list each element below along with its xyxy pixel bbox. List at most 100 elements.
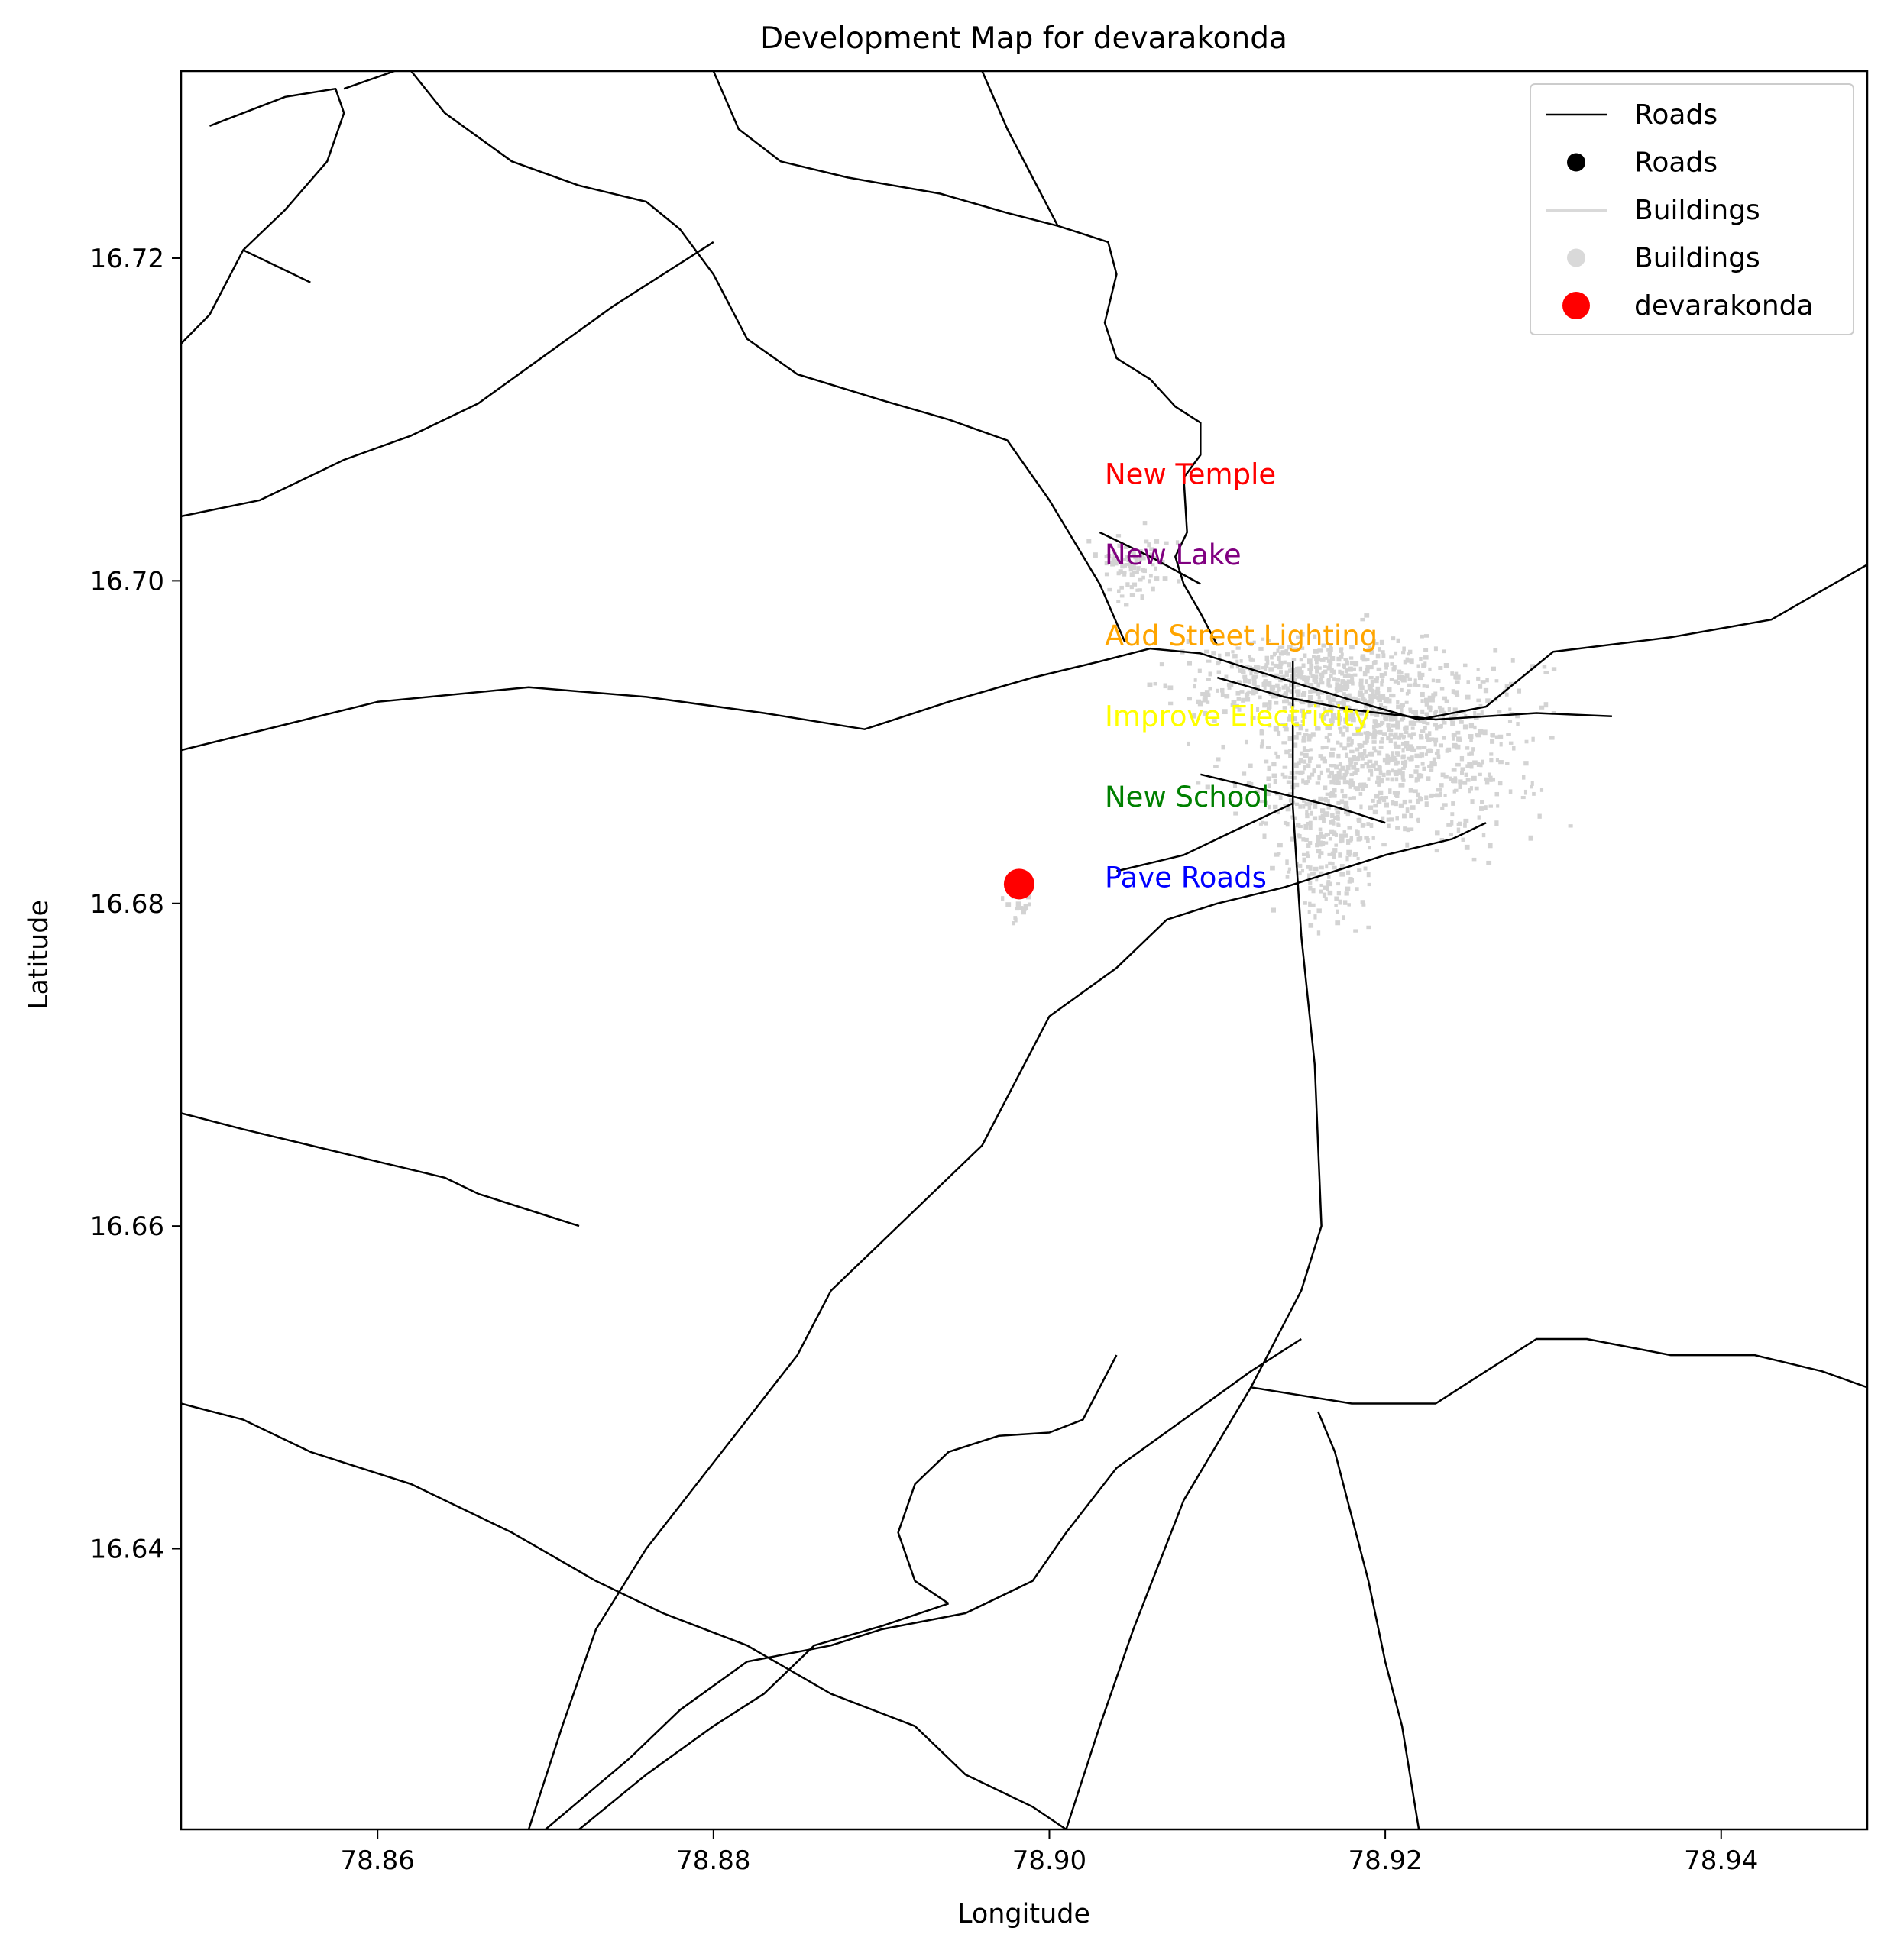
building: [1481, 759, 1484, 765]
building: [1343, 809, 1348, 815]
building: [1298, 725, 1304, 731]
building: [1339, 799, 1345, 804]
building: [1283, 660, 1287, 665]
building: [1287, 668, 1293, 673]
building: [1395, 826, 1400, 830]
building: [1367, 759, 1373, 764]
building: [1330, 747, 1336, 751]
building: [1428, 731, 1432, 736]
building: [1408, 720, 1413, 726]
building: [1206, 693, 1211, 697]
building: [1494, 735, 1500, 739]
building: [1476, 668, 1480, 671]
building: [1373, 728, 1377, 734]
building: [1275, 754, 1280, 759]
building: [1497, 734, 1504, 739]
building: [1374, 730, 1379, 735]
building: [1384, 708, 1388, 714]
building: [1277, 730, 1281, 736]
building: [1328, 726, 1332, 730]
building: [1306, 822, 1310, 826]
building: [1369, 688, 1374, 692]
building: [1321, 834, 1326, 839]
building: [1316, 764, 1321, 768]
building: [1318, 754, 1323, 758]
building: [1386, 698, 1392, 704]
building: [1452, 744, 1455, 749]
building: [1342, 775, 1347, 781]
building: [1297, 671, 1301, 676]
building: [1332, 788, 1337, 793]
road-12: [527, 822, 1487, 1829]
building: [1366, 872, 1371, 878]
building: [1126, 558, 1130, 563]
building: [1451, 801, 1455, 806]
building: [1291, 658, 1297, 661]
building: [1277, 852, 1281, 855]
building: [1405, 807, 1410, 813]
building: [1439, 687, 1445, 691]
building: [1433, 741, 1437, 747]
building: [1429, 768, 1434, 772]
building: [1374, 723, 1379, 729]
building: [1402, 646, 1406, 652]
building: [1456, 736, 1462, 742]
building: [1267, 765, 1271, 771]
building: [1490, 777, 1496, 782]
building: [1239, 668, 1245, 674]
building: [1423, 648, 1429, 652]
building: [1300, 692, 1306, 697]
building: [1115, 534, 1122, 538]
building: [1247, 665, 1252, 670]
building: [1293, 716, 1297, 722]
building: [1293, 782, 1300, 788]
building: [1118, 569, 1123, 574]
building: [1104, 555, 1109, 559]
building: [1442, 696, 1448, 701]
building: [1437, 705, 1442, 710]
building: [1280, 723, 1287, 726]
building: [1314, 659, 1319, 665]
building: [1115, 558, 1119, 564]
building: [1187, 741, 1190, 746]
legend-label: Roads: [1634, 147, 1718, 179]
building: [1408, 799, 1413, 804]
building: [1462, 710, 1466, 714]
building: [1385, 753, 1389, 758]
building: [1248, 763, 1253, 768]
building: [1232, 784, 1238, 788]
building: [1353, 697, 1358, 701]
building: [1235, 691, 1241, 696]
building: [1394, 762, 1399, 766]
building: [1360, 823, 1365, 828]
building: [1424, 701, 1429, 707]
building: [1417, 674, 1423, 680]
building: [1342, 833, 1348, 838]
building: [1116, 589, 1121, 594]
building: [1392, 734, 1397, 740]
building: [1377, 782, 1381, 787]
building: [1259, 729, 1264, 733]
building: [1365, 668, 1370, 674]
building: [1451, 733, 1457, 737]
plot-area: New Temple New Lake Add Street Lighting Imp…: [181, 71, 1867, 1829]
building: [1274, 751, 1278, 755]
building: [1287, 792, 1292, 797]
building: [1368, 665, 1374, 670]
building: [1274, 693, 1278, 699]
road-6: [242, 249, 311, 283]
building: [1395, 720, 1400, 726]
building: [1371, 836, 1375, 840]
building: [1259, 744, 1264, 749]
building: [1339, 707, 1344, 711]
building: [1262, 702, 1268, 707]
building: [1238, 668, 1242, 673]
building: [1307, 841, 1313, 845]
building: [1148, 579, 1151, 584]
building: [1392, 665, 1397, 670]
building: [1388, 788, 1392, 794]
building: [1344, 752, 1349, 758]
building: [1265, 659, 1270, 665]
building: [1021, 910, 1026, 915]
building: [1358, 690, 1363, 694]
